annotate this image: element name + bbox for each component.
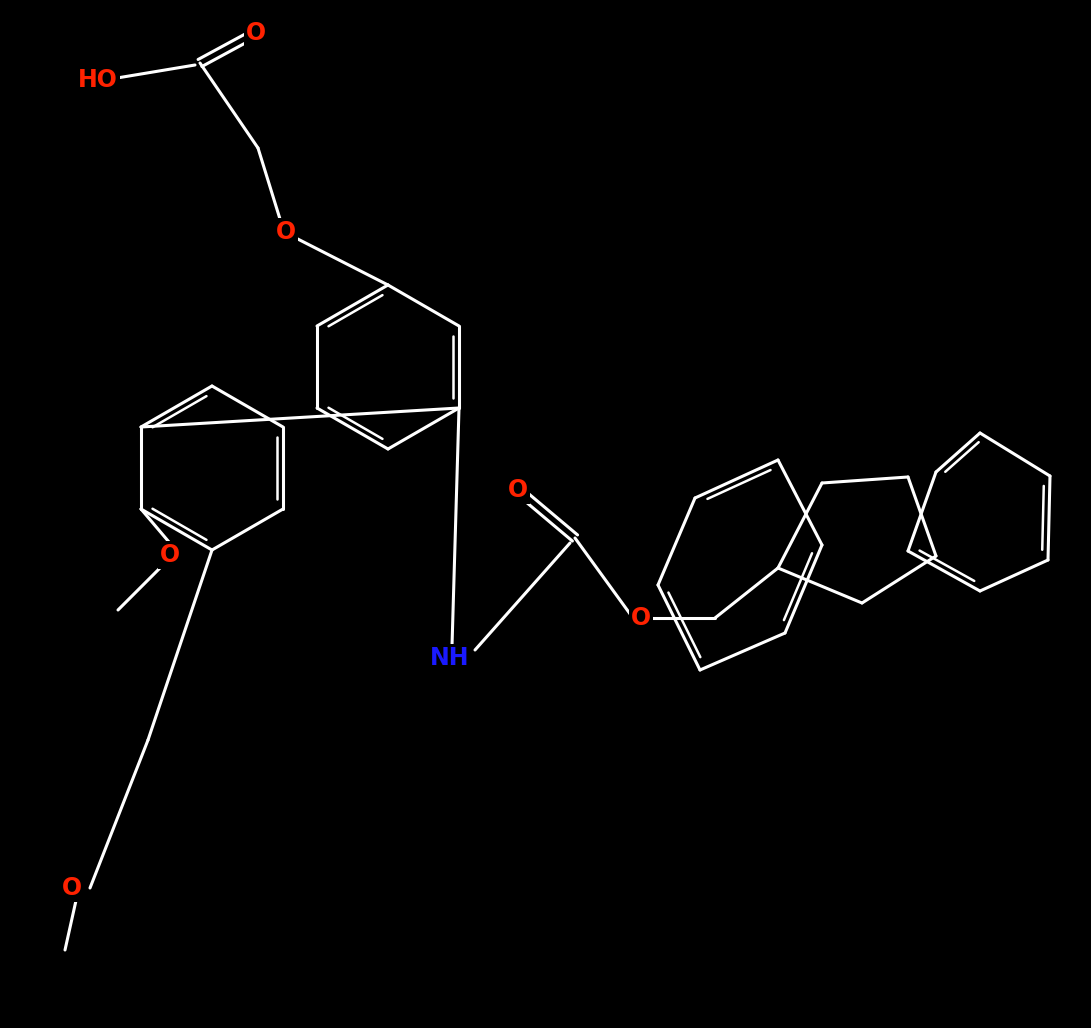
Text: O: O <box>508 478 528 502</box>
Text: O: O <box>62 876 82 900</box>
Text: O: O <box>160 543 180 567</box>
Text: HO: HO <box>77 68 118 91</box>
Text: O: O <box>245 21 266 45</box>
Text: O: O <box>276 220 296 244</box>
Text: NH: NH <box>430 646 470 670</box>
Text: O: O <box>631 605 651 630</box>
